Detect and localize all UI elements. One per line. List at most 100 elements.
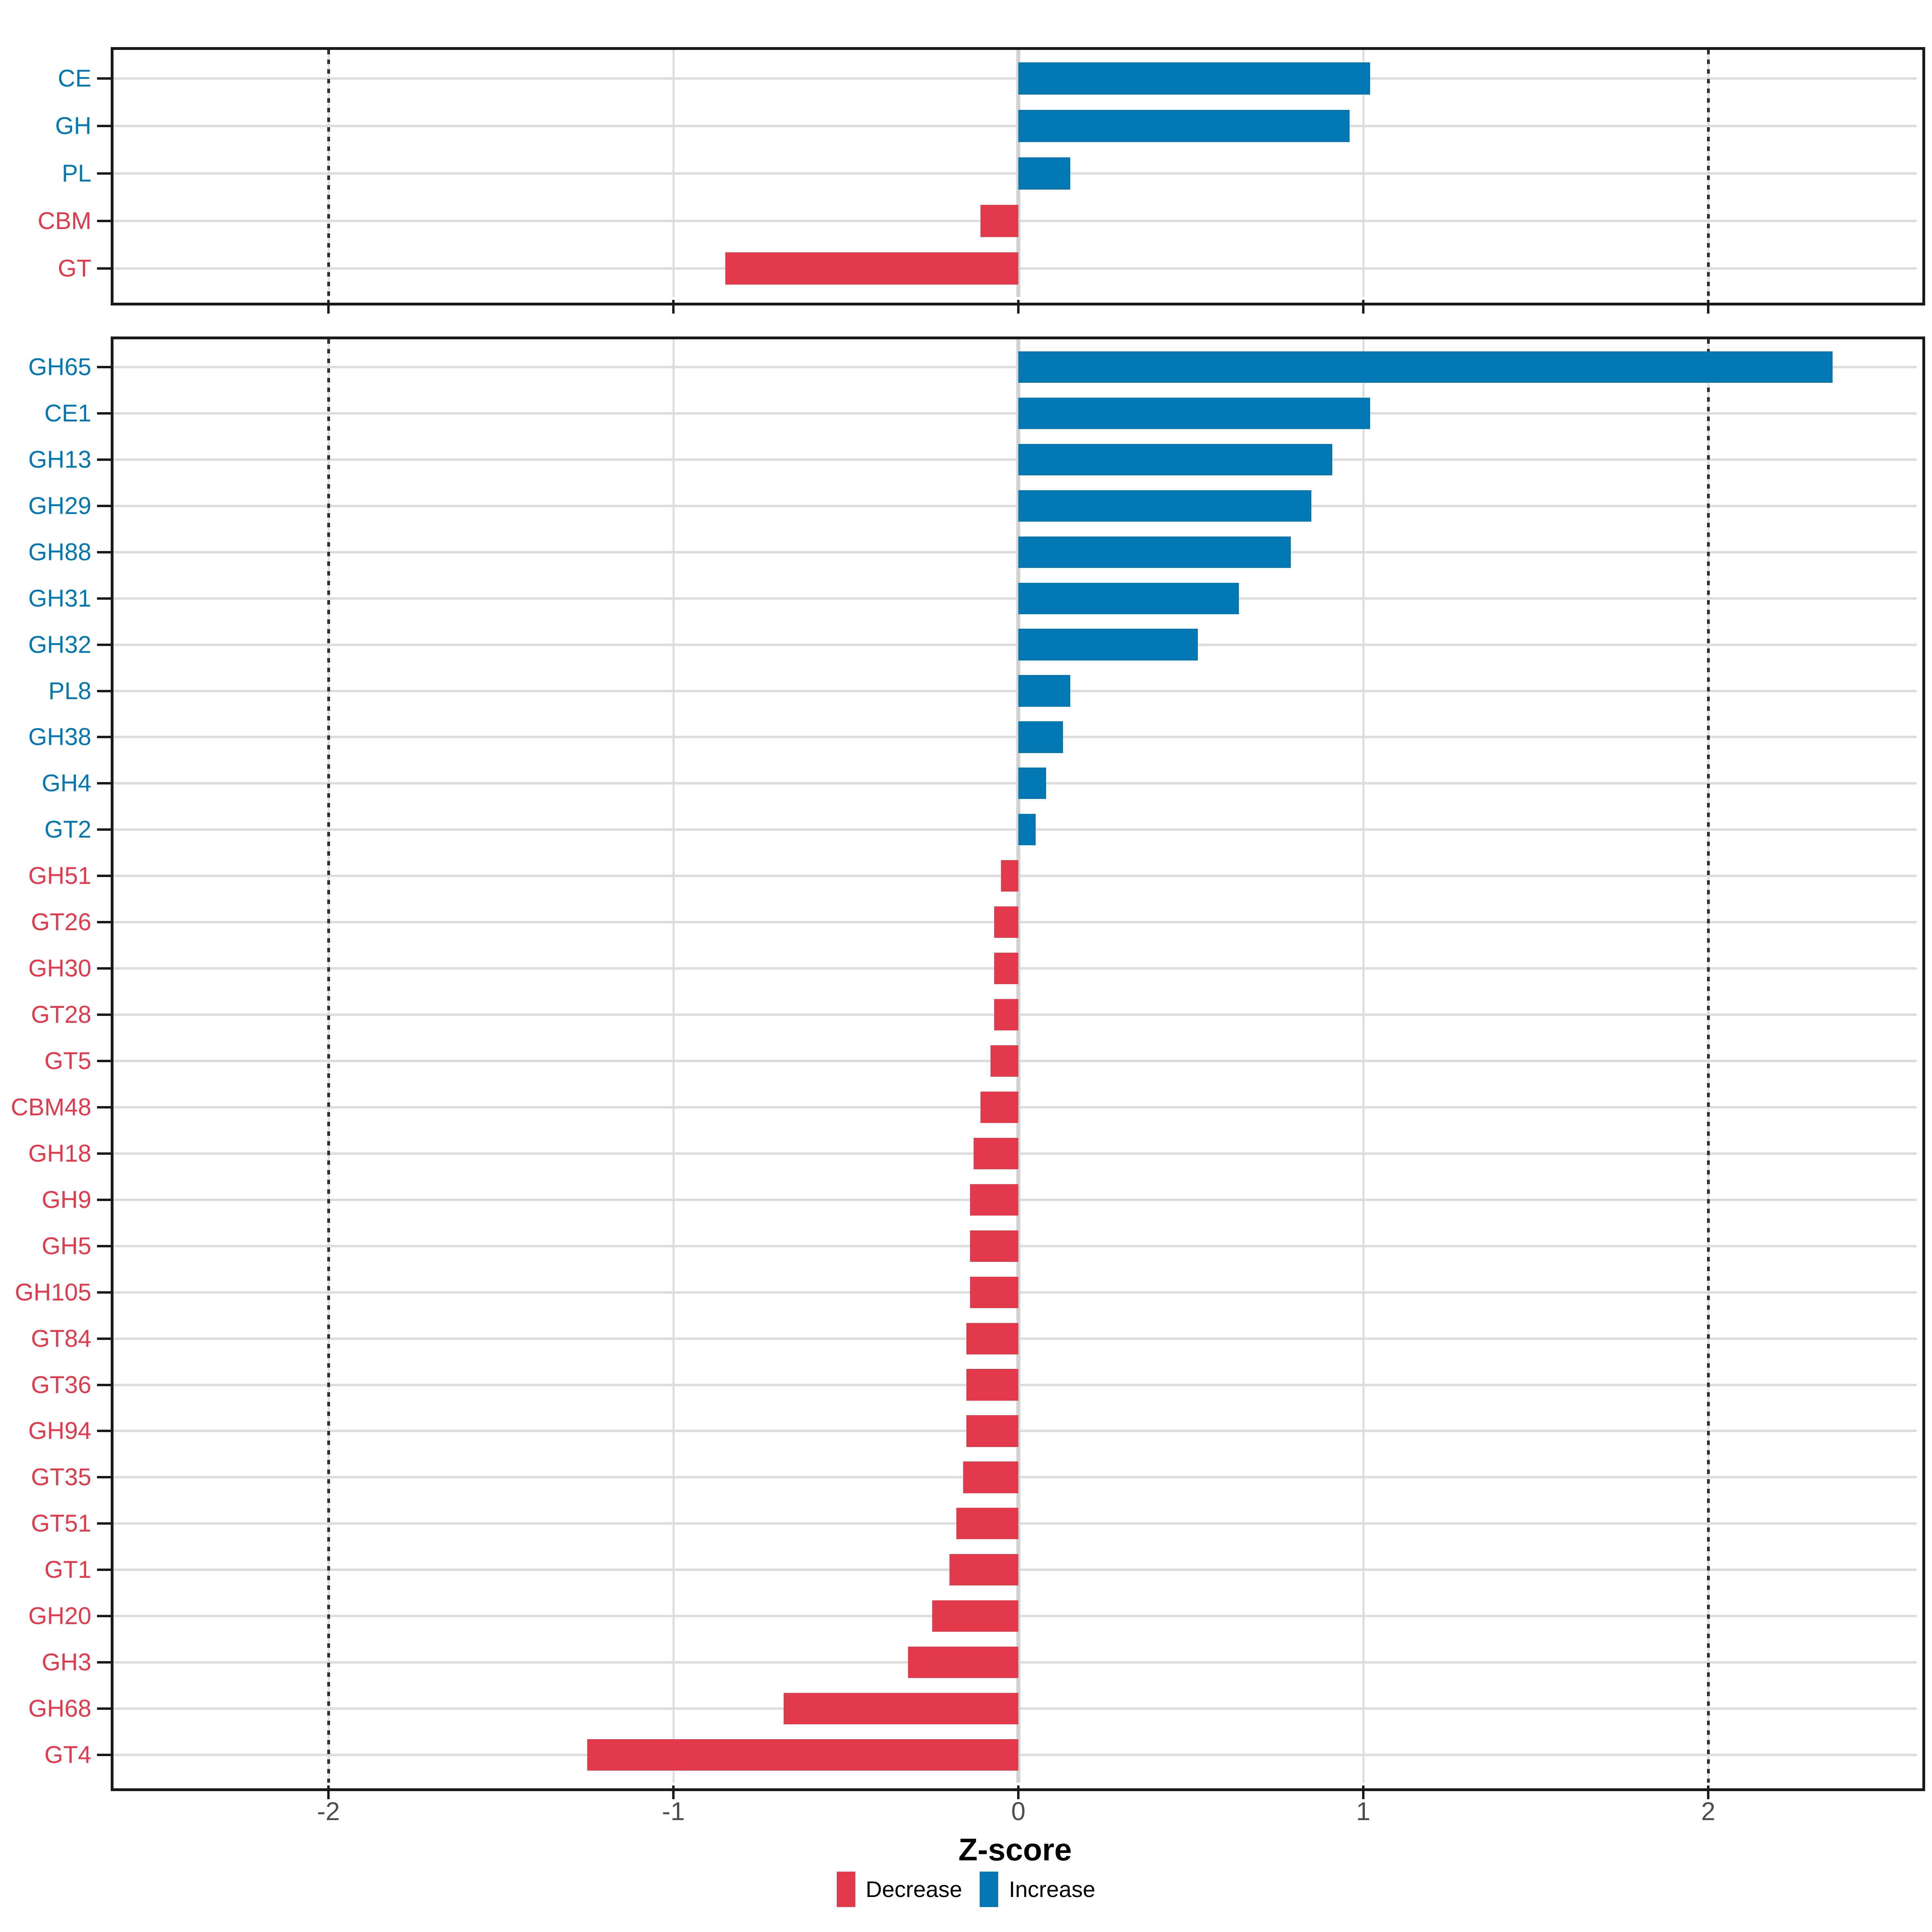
category-label-PL8: PL8 — [48, 677, 91, 704]
bar-GT4 — [587, 1739, 1018, 1771]
gridline-vertical — [1362, 50, 1364, 297]
axis-tick-left — [97, 220, 111, 223]
gridline-horizontal — [114, 828, 1917, 831]
bar-GH — [1018, 109, 1350, 142]
category-label-GT36: GT36 — [31, 1371, 91, 1398]
axis-tick-bottom — [327, 300, 330, 314]
gridline-horizontal — [114, 77, 1917, 80]
gridline-vertical — [672, 50, 675, 297]
axis-tick-left — [97, 1430, 111, 1432]
category-label-GH5: GH5 — [41, 1232, 91, 1259]
axis-tick-left — [97, 828, 111, 831]
category-label-GH13: GH13 — [28, 446, 91, 473]
category-label-CE: CE — [58, 64, 91, 92]
axis-tick-bottom — [1017, 1785, 1020, 1799]
category-label-GH4: GH4 — [41, 770, 91, 797]
bar-GH94 — [966, 1415, 1018, 1447]
bar-GT35 — [963, 1461, 1018, 1493]
axis-tick-bottom — [1362, 1785, 1364, 1799]
gridline-horizontal — [114, 597, 1917, 600]
bar-GH30 — [994, 953, 1018, 985]
axis-tick-left — [97, 504, 111, 507]
legend-item-decrease: Decrease — [836, 1872, 962, 1907]
bar-CBM48 — [980, 1091, 1018, 1123]
gridline-horizontal — [114, 365, 1917, 368]
gridline-vertical — [1362, 339, 1364, 1783]
axis-tick-left — [97, 597, 111, 600]
axis-tick-left — [97, 1522, 111, 1525]
bar-GT — [725, 252, 1018, 285]
bar-GH51 — [1001, 860, 1018, 892]
bar-GH3 — [908, 1647, 1018, 1678]
category-label-GH18: GH18 — [28, 1139, 91, 1167]
axis-tick-left — [97, 172, 111, 175]
reference-line-dotted — [327, 50, 330, 297]
gridline-horizontal — [114, 124, 1917, 127]
gridline-zero — [1016, 339, 1020, 1783]
bar-GT5 — [991, 1045, 1018, 1077]
reference-line-dotted — [1707, 50, 1710, 297]
category-label-PL: PL — [62, 160, 91, 187]
legend-label-decrease: Decrease — [865, 1876, 962, 1902]
category-label-GH29: GH29 — [28, 492, 91, 519]
category-label-GH94: GH94 — [28, 1417, 91, 1445]
axis-tick-left — [97, 267, 111, 270]
gridline-horizontal — [114, 643, 1917, 646]
axis-tick-left — [97, 875, 111, 877]
axis-tick-left — [97, 365, 111, 368]
bar-PL — [1018, 157, 1070, 190]
axis-tick-left — [97, 689, 111, 692]
category-label-GH9: GH9 — [41, 1186, 91, 1213]
bar-GH4 — [1018, 768, 1046, 799]
bar-CE1 — [1018, 397, 1371, 429]
x-axis-tick-label: -2 — [317, 1797, 340, 1826]
category-label-GH68: GH68 — [28, 1695, 91, 1722]
axis-tick-left — [97, 1198, 111, 1201]
axis-tick-bottom — [1362, 300, 1364, 314]
category-label-GH38: GH38 — [28, 723, 91, 751]
category-label-GT2: GT2 — [44, 816, 91, 843]
x-axis-tick-label: 1 — [1356, 1797, 1371, 1826]
category-label-GH3: GH3 — [41, 1649, 91, 1676]
bar-GH9 — [970, 1184, 1018, 1216]
decrease-swatch-icon — [836, 1872, 855, 1907]
axis-tick-left — [97, 643, 111, 646]
axis-tick-left — [97, 1476, 111, 1479]
legend: Decrease Increase — [0, 1872, 1932, 1907]
category-label-GH31: GH31 — [28, 584, 91, 612]
bar-GT1 — [949, 1554, 1018, 1586]
bar-GH31 — [1018, 582, 1239, 614]
axis-tick-left — [97, 967, 111, 970]
category-label-GT1: GT1 — [44, 1556, 91, 1583]
axis-tick-left — [97, 921, 111, 924]
axis-tick-left — [97, 1615, 111, 1618]
bar-GT36 — [966, 1369, 1018, 1401]
category-label-GH20: GH20 — [28, 1602, 91, 1630]
axis-tick-left — [97, 1245, 111, 1247]
bar-CBM — [980, 204, 1018, 237]
category-label-CE1: CE1 — [44, 399, 91, 427]
bar-GH32 — [1018, 629, 1198, 661]
bar-GT26 — [994, 906, 1018, 938]
category-label-GH105: GH105 — [14, 1278, 91, 1306]
axis-tick-left — [97, 1337, 111, 1340]
gridline-horizontal — [114, 782, 1917, 785]
axis-tick-left — [97, 1152, 111, 1155]
gridline-horizontal — [114, 689, 1917, 692]
category-label-GH: GH — [55, 112, 91, 139]
legend-label-increase: Increase — [1009, 1876, 1096, 1902]
reference-line-dotted — [327, 339, 330, 1783]
bar-GH38 — [1018, 721, 1063, 753]
x-axis-tick-label: 2 — [1701, 1797, 1715, 1826]
gridline-horizontal — [114, 551, 1917, 553]
category-label-CBM: CBM — [37, 207, 91, 235]
category-label-GT35: GT35 — [31, 1463, 91, 1491]
bar-GT2 — [1018, 814, 1036, 846]
x-axis-title: Z-score — [958, 1832, 1072, 1867]
category-label-GH88: GH88 — [28, 538, 91, 566]
bar-PL8 — [1018, 675, 1070, 707]
bar-GH105 — [970, 1276, 1018, 1308]
gridline-vertical — [672, 339, 675, 1783]
axis-tick-left — [97, 124, 111, 127]
